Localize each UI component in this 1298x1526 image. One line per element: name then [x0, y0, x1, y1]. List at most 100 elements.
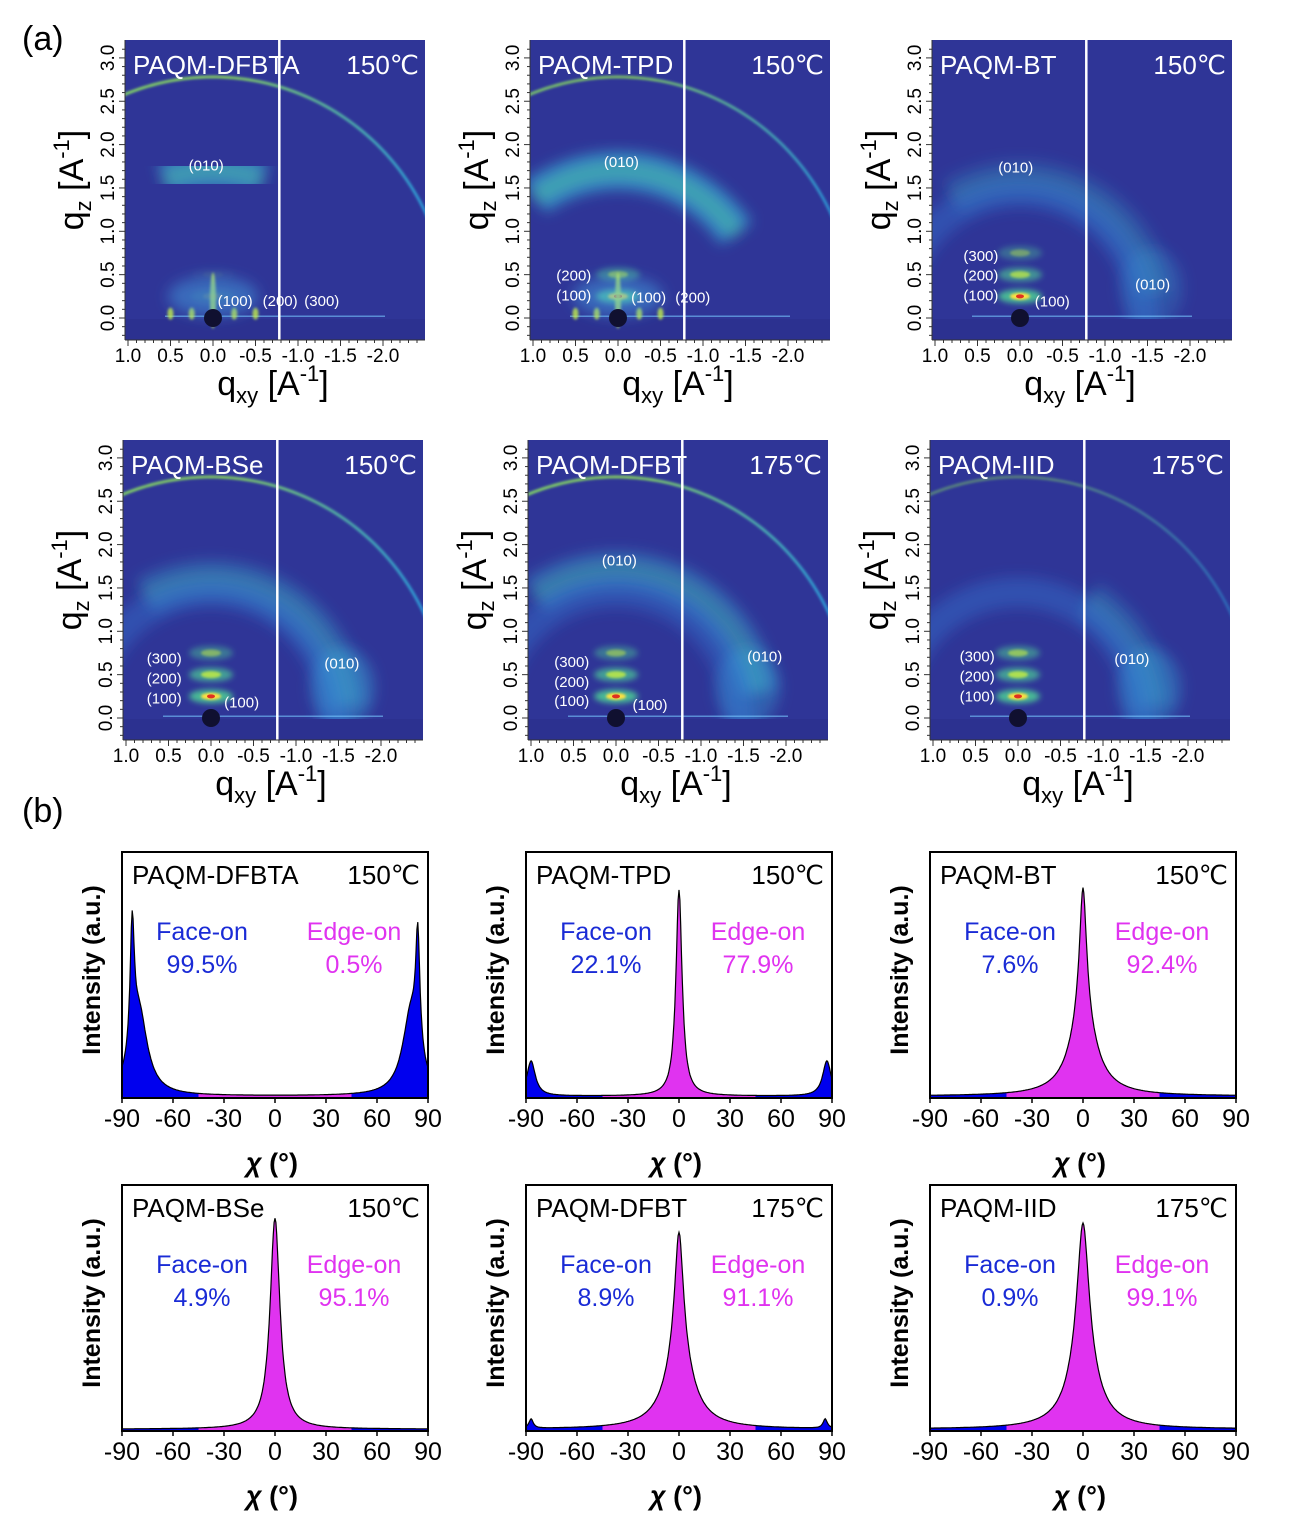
- axis-title-part: ]: [724, 365, 733, 403]
- chi-symbol: χ: [647, 1148, 667, 1178]
- chi-tick-label: 0: [268, 1105, 282, 1133]
- qxy-tick-label: -1.5: [322, 746, 355, 767]
- qz-tick-label: 0.0: [98, 305, 119, 331]
- giwaxs-image: [125, 40, 425, 340]
- chi-tick-label: 0: [1076, 1438, 1090, 1466]
- face-on-area: [755, 1418, 832, 1431]
- chi-tick-label: 60: [1171, 1438, 1199, 1466]
- chi-tick-label: 30: [716, 1105, 744, 1133]
- axis-title-part: q: [860, 211, 898, 230]
- edge-on-label: Edge-on: [711, 1251, 806, 1279]
- temperature-label: 175℃: [749, 450, 822, 480]
- qz-tick-label: 0.0: [501, 705, 522, 731]
- chi-tick-label: 90: [414, 1438, 442, 1466]
- giwaxs-image: [528, 440, 828, 740]
- peak-label: (200): [556, 268, 591, 285]
- qxy-tick-label: 1.0: [113, 746, 139, 767]
- axis-title-part: -1: [47, 539, 72, 559]
- chi-tick-label: 60: [767, 1438, 795, 1466]
- peak-label: (200): [263, 293, 298, 310]
- qz-tick-label: 3.0: [905, 45, 926, 71]
- qz-tick-label: 1.5: [98, 175, 119, 201]
- axis-title-part: q: [1022, 765, 1041, 803]
- axis-title-part: ]: [317, 765, 326, 803]
- qxy-tick-label: 0.5: [157, 346, 183, 367]
- qz-tick-label: 2.5: [96, 488, 117, 514]
- qz-tick-label: 3.0: [903, 445, 924, 471]
- giwaxs-panel: PAQM-BT 150℃ (010) (300) (200) (100) (100) (010…: [856, 40, 1232, 408]
- pole-figure-panel: PAQM-IID 175℃ Face-on 0.9% Edge-on 99.1% -90 -6…: [886, 1184, 1250, 1511]
- edge-on-percent: 92.4%: [1127, 951, 1198, 979]
- qz-axis-title: qz [A-1]: [452, 530, 499, 631]
- edge-on-percent: 0.5%: [326, 951, 383, 979]
- axis-title-part: q: [620, 765, 639, 803]
- axis-title-part: [A: [256, 765, 298, 803]
- diffraction-ring: [528, 475, 828, 615]
- qz-tick-label: 0.5: [905, 261, 926, 287]
- chi-unit: (°): [1070, 1481, 1106, 1511]
- giwaxs-panel: PAQM-BSe 150℃(300)(200)(100) (100)(010)0.0…: [47, 440, 423, 808]
- chi-symbol: χ: [1051, 1148, 1071, 1178]
- qz-tick-label: 0.0: [96, 705, 117, 731]
- face-on-label: Face-on: [560, 1251, 652, 1279]
- chi-tick-label: -60: [559, 1438, 595, 1466]
- intensity-curve: [121, 1218, 428, 1430]
- inplane-lamellar-peak: [252, 307, 259, 320]
- edge-on-percent: 91.1%: [723, 1284, 794, 1312]
- axis-title-part: -1: [49, 139, 74, 159]
- chi-unit: (°): [262, 1481, 298, 1511]
- axis-title-part: ]: [860, 130, 898, 139]
- axis-title-part: q: [858, 611, 896, 630]
- beamstop: [607, 709, 625, 727]
- chi-tick-label: 30: [312, 1105, 340, 1133]
- diffraction-ring: [530, 75, 830, 215]
- qz-axis-title: qz [A-1]: [856, 130, 903, 231]
- qz-tick-label: 0.5: [98, 261, 119, 287]
- qz-tick-label: 2.5: [98, 88, 119, 114]
- pole-figure-panel: PAQM-DFBTA 150℃ Face-on 99.5% Edge-on 0.5% -90…: [78, 851, 442, 1178]
- face-on-percent: 0.9%: [982, 1284, 1039, 1312]
- pole-figure-panel: PAQM-BSe 150℃ Face-on 4.9% Edge-on 95.1% -90 -6…: [78, 1184, 442, 1511]
- qxy-axis-title: qxy [A-1]: [1024, 361, 1136, 408]
- peak-label: (300): [960, 649, 995, 666]
- qxy-tick-label: 0.0: [198, 746, 224, 767]
- beamstop: [202, 709, 220, 727]
- face-on-label: Face-on: [964, 918, 1056, 946]
- axis-title-part: [A: [860, 158, 898, 200]
- chi-symbol: χ: [647, 1481, 667, 1511]
- chi-tick-label: -90: [104, 1438, 140, 1466]
- axis-title-part: -1: [854, 539, 879, 559]
- chi-tick-label: 30: [716, 1438, 744, 1466]
- qz-tick-label: 2.0: [905, 131, 926, 157]
- axis-title-part: z: [69, 600, 94, 611]
- qz-tick-label: 0.0: [905, 305, 926, 331]
- qz-axis-title: qz [A-1]: [854, 530, 901, 631]
- qz-tick-label: 1.0: [98, 218, 119, 244]
- giwaxs-panel: PAQM-TPD 150℃(010)(200)(100) (100) (200)0.0…: [454, 40, 830, 408]
- qz-tick-label: 1.5: [503, 175, 524, 201]
- qz-tick-label: 2.0: [96, 531, 117, 557]
- pole-figure-panel: PAQM-DFBT 175℃Face-on8.9%Edge-on91.1%-90-…: [482, 1184, 846, 1511]
- edge-on-area: [198, 1218, 352, 1431]
- axis-title-part: q: [217, 365, 236, 403]
- peak-label: (200): [147, 670, 182, 687]
- qxy-tick-label: -0.5: [644, 346, 677, 367]
- peak-label: (010): [747, 649, 782, 666]
- peak-label: (100): [147, 690, 182, 707]
- chi-tick-label: -60: [155, 1105, 191, 1133]
- face-on-area: [755, 1060, 832, 1098]
- beamstop: [1009, 709, 1027, 727]
- chi-tick-label: -90: [104, 1105, 140, 1133]
- axis-title-part: q: [215, 765, 234, 803]
- panel-title: PAQM-TPD: [536, 860, 671, 890]
- qxy-tick-label: -1.5: [727, 746, 760, 767]
- axis-title-part: -1: [1107, 361, 1127, 386]
- edge-on-label: Edge-on: [307, 1251, 402, 1279]
- chi-axis-title: χ (°): [647, 1148, 702, 1178]
- chi-tick-label: 90: [818, 1438, 846, 1466]
- axis-title-part: -1: [705, 361, 725, 386]
- qz-tick-label: 1.0: [903, 618, 924, 644]
- panel-title: PAQM-DFBTA: [132, 860, 299, 890]
- intensity-curve: [929, 1221, 1236, 1429]
- axis-title-part: ]: [456, 530, 494, 539]
